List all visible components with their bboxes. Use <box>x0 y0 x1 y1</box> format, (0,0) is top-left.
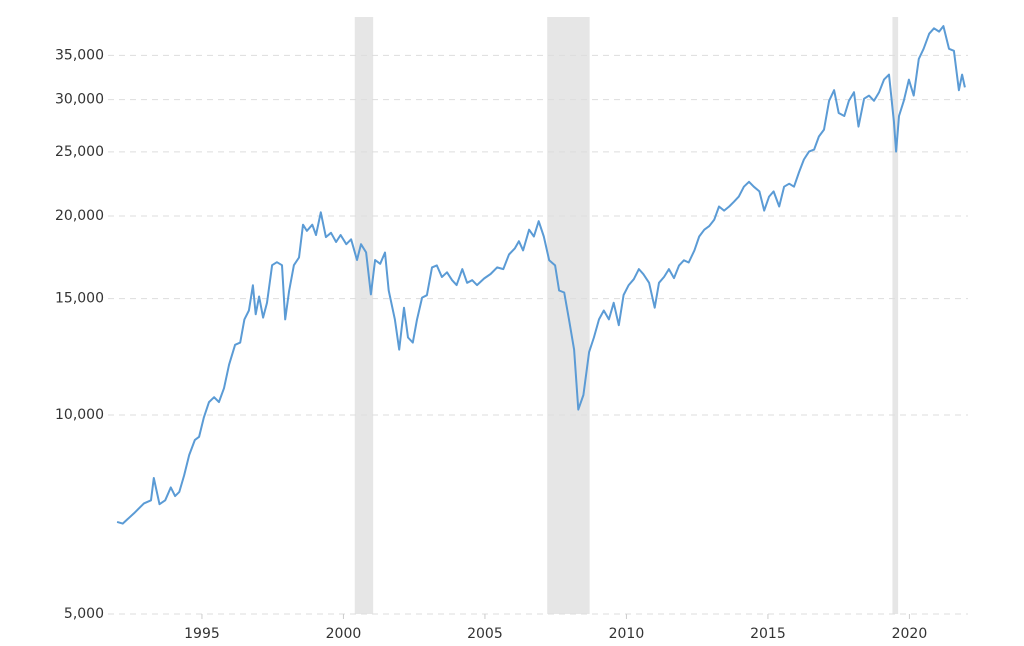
recession-band <box>354 17 374 614</box>
y-tick-label: 25,000 <box>55 144 104 160</box>
x-tick-label: 1995 <box>184 626 220 642</box>
x-tick-label: 2000 <box>326 626 362 642</box>
y-tick-label: 15,000 <box>55 291 104 307</box>
x-tick-label: 2005 <box>467 626 503 642</box>
x-tick-label: 2020 <box>892 626 928 642</box>
x-tick-label: 2015 <box>750 626 786 642</box>
x-tick-label: 2010 <box>609 626 645 642</box>
recession-band <box>892 17 899 614</box>
y-tick-label: 30,000 <box>55 92 104 108</box>
data-line <box>116 25 966 525</box>
y-tick-label: 5,000 <box>64 606 104 622</box>
y-tick-label: 35,000 <box>55 47 104 63</box>
y-tick-label: 10,000 <box>55 407 104 423</box>
y-tick-label: 20,000 <box>55 208 104 224</box>
